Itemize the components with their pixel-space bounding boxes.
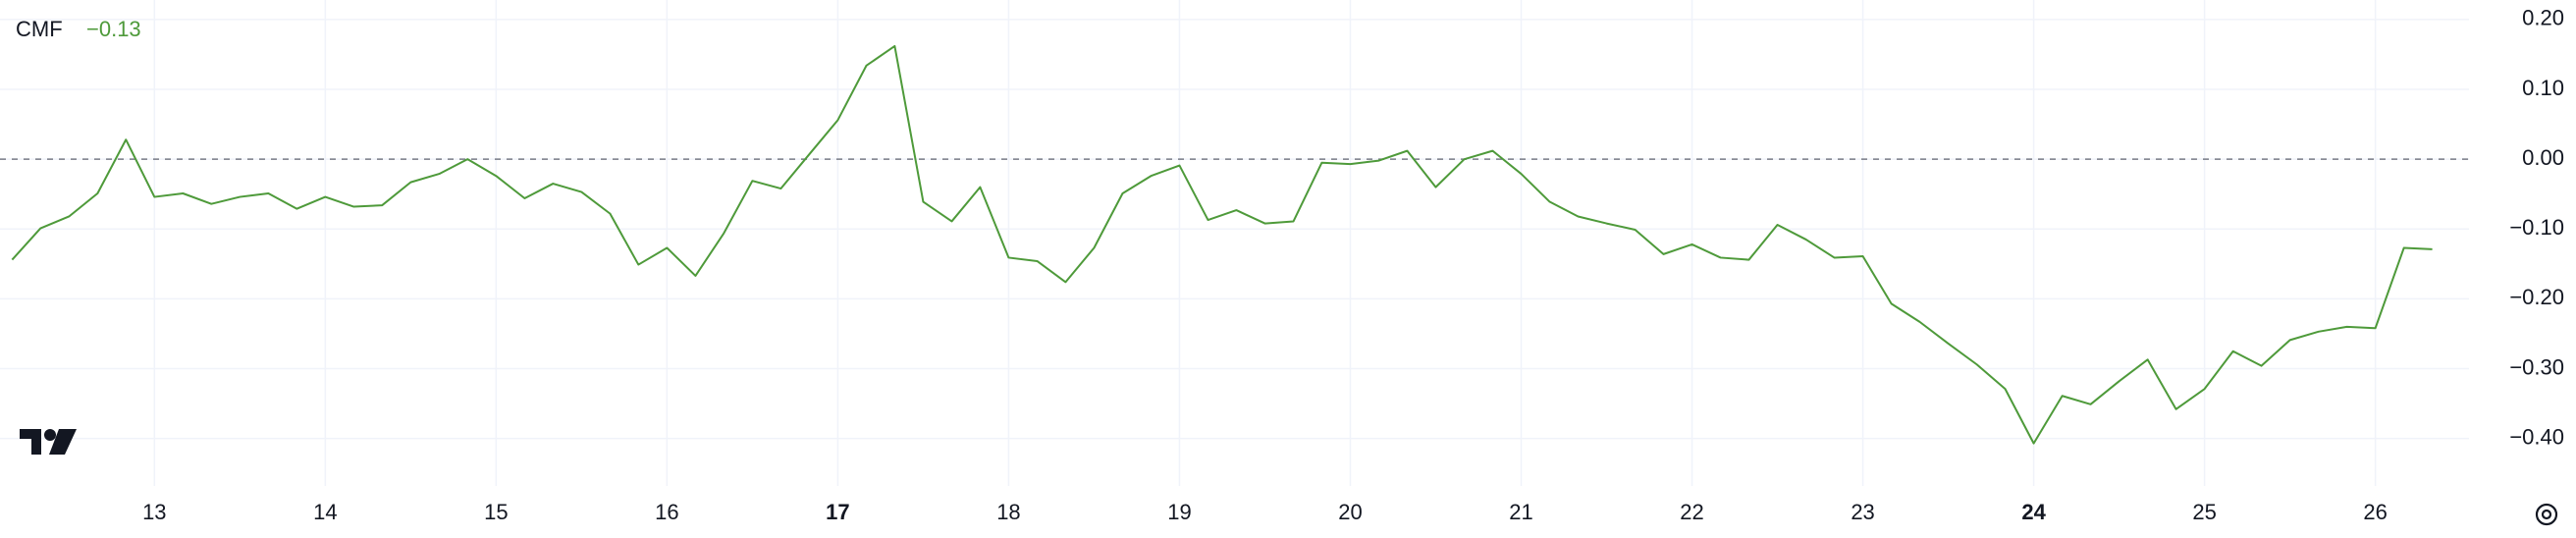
- y-tick-label: 0.10: [2522, 76, 2564, 100]
- x-tick-label: 25: [2192, 500, 2216, 524]
- y-tick-label: −0.40: [2509, 424, 2564, 449]
- x-tick-label: 23: [1851, 500, 1874, 524]
- logo: [20, 429, 77, 455]
- plot: [0, 44, 2469, 445]
- x-tick-label: 13: [142, 500, 166, 524]
- settings-icon[interactable]: [2535, 503, 2558, 526]
- x-tick-label: 18: [996, 500, 1020, 524]
- x-tick-label: 21: [1509, 500, 1532, 524]
- grid: [0, 0, 2469, 486]
- x-tick-label: 14: [313, 500, 337, 524]
- indicator-value: −0.13: [86, 17, 141, 41]
- y-tick-label: 0.00: [2522, 145, 2564, 170]
- cmf-line: [11, 44, 2433, 445]
- indicator-name: CMF: [16, 17, 63, 41]
- x-tick-label: 26: [2363, 500, 2387, 524]
- x-tick-label: 16: [655, 500, 678, 524]
- y-tick-label: 0.20: [2522, 6, 2564, 30]
- y-tick-label: −0.10: [2509, 215, 2564, 240]
- x-tick-label: 17: [826, 500, 849, 524]
- x-tick-label: 15: [484, 500, 508, 524]
- x-tick-label: 24: [2021, 500, 2046, 524]
- x-tick-label: 20: [1338, 500, 1362, 524]
- y-tick-label: −0.30: [2509, 354, 2564, 379]
- x-tick-label: 22: [1680, 500, 1703, 524]
- y-tick-label: −0.20: [2509, 285, 2564, 309]
- x-tick-label: 19: [1167, 500, 1191, 524]
